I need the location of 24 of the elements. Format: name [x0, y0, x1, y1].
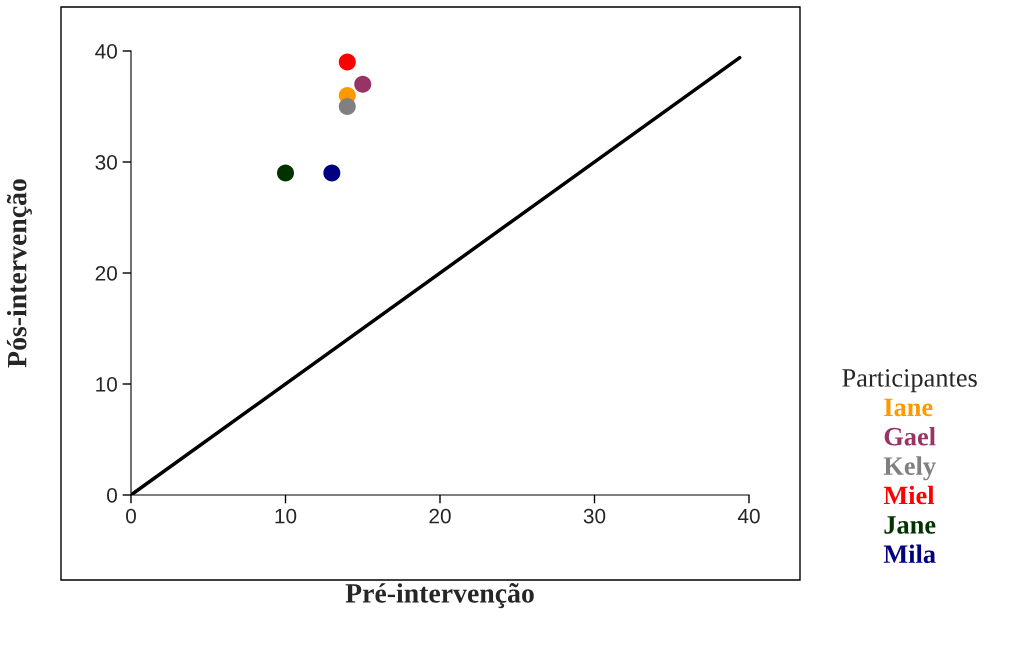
x-tick-label: 20 — [429, 508, 451, 524]
legend-title: Participantes — [842, 369, 977, 393]
y-axis-title: Pós-intervenção — [6, 179, 32, 368]
y-tick-label: 30 — [95, 155, 117, 170]
y-tick-label: 40 — [95, 44, 117, 59]
point — [338, 53, 356, 71]
point — [354, 75, 372, 93]
x-tick-label: 0 — [126, 508, 136, 524]
text: Mila — [883, 544, 936, 564]
text: Jane — [884, 516, 936, 534]
text: Kely — [883, 456, 936, 481]
point — [276, 164, 295, 182]
point — [323, 164, 341, 182]
text: Gael — [884, 426, 936, 446]
text: Miel — [883, 485, 935, 505]
y-tick-label: 10 — [96, 377, 117, 392]
x-tick-label: 30 — [583, 508, 606, 524]
text: Iane — [884, 398, 933, 417]
y-tick-label: 0 — [107, 488, 117, 503]
x-axis-title: Pré-intervenção — [345, 583, 534, 609]
y-tick-label: 20 — [95, 266, 117, 281]
x-tick-label: 40 — [737, 508, 760, 524]
point — [338, 97, 356, 116]
x-tick-label: 10 — [275, 508, 297, 524]
